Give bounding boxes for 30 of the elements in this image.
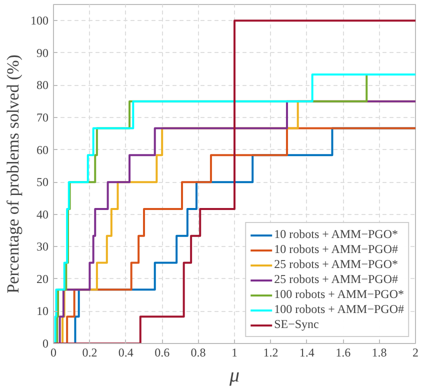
legend-label: 25 robots + AMM−PGO# [274, 272, 398, 287]
y-tick-label: 50 [36, 175, 48, 190]
y-tick-label: 20 [36, 272, 48, 286]
y-tick-label: 40 [36, 207, 48, 222]
y-tick-label: 80 [36, 78, 48, 92]
y-axis-title: Percentage of problems solved (%) [4, 54, 22, 294]
x-tick-label: 0.2 [82, 346, 98, 360]
y-tick-label: 10 [36, 304, 48, 318]
y-tick-label: 60 [36, 142, 48, 157]
x-tick-label: 1.8 [372, 346, 387, 360]
y-tick-label: 90 [36, 46, 48, 60]
x-tick-label: 1.4 [299, 346, 314, 360]
y-tick-label: 30 [36, 240, 48, 254]
y-tick-label: 0 [42, 336, 48, 350]
y-tick-label: 70 [36, 110, 48, 124]
legend-label: SE−Sync [274, 317, 319, 332]
legend-label: 100 robots + AMM−PGO# [274, 302, 404, 317]
x-tick-label: 0.6 [154, 346, 170, 360]
x-tick-label: 2 [412, 346, 418, 360]
x-tick-label: 1.6 [336, 346, 351, 360]
legend-label: 25 robots + AMM−PGO* [274, 257, 398, 272]
legend-label: 10 robots + AMM−PGO* [274, 227, 398, 242]
x-tick-label: 0.8 [190, 346, 206, 360]
legend-label: 100 robots + AMM−PGO* [274, 287, 404, 302]
x-tick-label: 1.2 [263, 346, 278, 360]
x-axis-title: μ [228, 364, 240, 386]
y-tick-label: 100 [30, 14, 48, 28]
x-tick-label: 0.4 [118, 346, 134, 360]
x-tick-label: 1 [232, 346, 238, 360]
legend-label: 10 robots + AMM−PGO# [274, 242, 398, 257]
